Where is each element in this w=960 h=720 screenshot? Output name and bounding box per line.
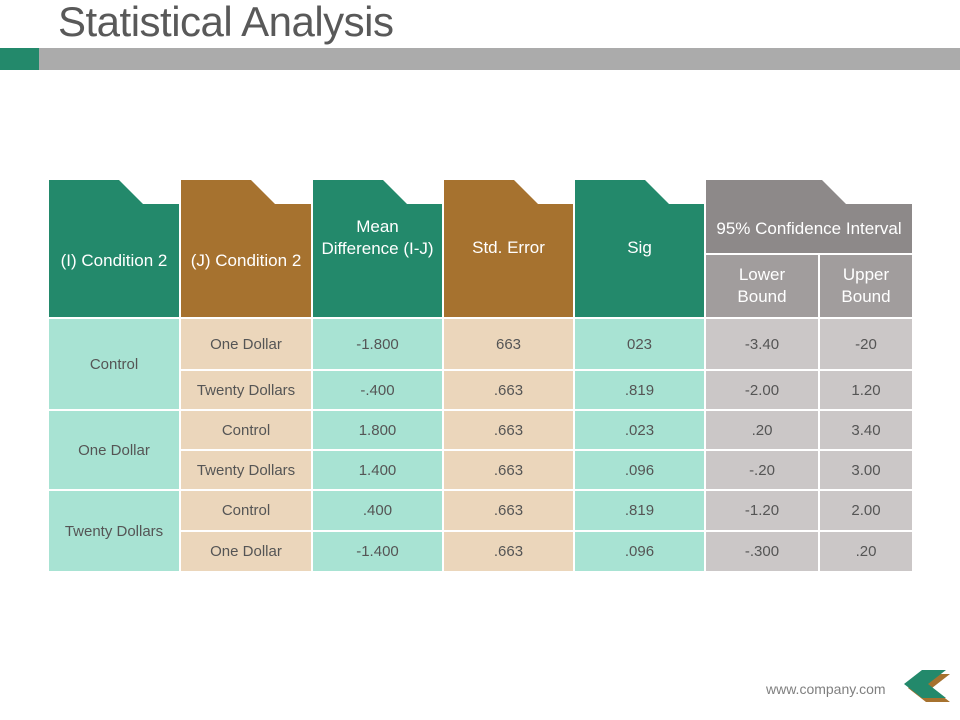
page-title: Statistical Analysis [58,0,394,45]
header-sig: Sig [575,180,704,317]
cell-j-condition: One Dollar [181,319,311,369]
group-cell-one-dollar: One Dollar [49,411,179,489]
header-label: 95% Confidence Interval [706,204,912,253]
header-std-error: Std. Error [444,180,573,317]
cell-sig: .096 [575,451,704,489]
cell-mean-difference: -.400 [313,371,442,409]
cell-sig: .023 [575,411,704,449]
cell-lower-bound: -.20 [706,451,818,489]
cell-mean-difference: 1.800 [313,411,442,449]
cell-std-error: .663 [444,532,573,571]
folder-tab-shape [181,180,275,204]
header-j-condition: (J) Condition 2 [181,180,311,317]
header-label: (I) Condition 2 [49,204,179,317]
header-upper-bound: Upper Bound [820,255,912,317]
header-label: (J) Condition 2 [181,204,311,317]
header-lower-bound: Lower Bound [706,255,818,317]
folder-tab-shape [444,180,538,204]
cell-std-error: 663 [444,319,573,369]
cell-lower-bound: -.300 [706,532,818,571]
cell-std-error: .663 [444,451,573,489]
header-label: Sig [575,204,704,317]
cell-mean-difference: -1.800 [313,319,442,369]
cell-j-condition: Control [181,491,311,530]
cell-lower-bound: -2.00 [706,371,818,409]
cell-std-error: .663 [444,411,573,449]
cell-lower-bound: -1.20 [706,491,818,530]
folder-tab-shape [706,180,846,204]
cell-lower-bound: .20 [706,411,818,449]
cell-j-condition: One Dollar [181,532,311,571]
header-label: Std. Error [444,204,573,317]
folder-tab-shape [313,180,407,204]
header-i-condition: (I) Condition 2 [49,180,179,317]
cell-mean-difference: 1.400 [313,451,442,489]
cell-std-error: .663 [444,491,573,530]
cell-sig: .819 [575,491,704,530]
folder-tab-shape [575,180,669,204]
cell-sig: .819 [575,371,704,409]
cell-upper-bound: -20 [820,319,912,369]
header-mean-difference: Mean Difference (I-J) [313,180,442,317]
header-label: Mean Difference (I-J) [313,204,442,317]
title-accent-bar [0,48,39,70]
group-cell-twenty-dollars: Twenty Dollars [49,491,179,571]
cell-j-condition: Control [181,411,311,449]
chevron-left-icon [904,670,950,702]
title-underline-bar [39,48,960,70]
cell-lower-bound: -3.40 [706,319,818,369]
header-confidence-interval: 95% Confidence Interval Lower Bound Uppe… [706,180,912,317]
group-cell-control: Control [49,319,179,409]
cell-sig: .096 [575,532,704,571]
cell-mean-difference: -1.400 [313,532,442,571]
cell-sig: 023 [575,319,704,369]
cell-upper-bound: .20 [820,532,912,571]
cell-j-condition: Twenty Dollars [181,371,311,409]
cell-upper-bound: 3.40 [820,411,912,449]
cell-upper-bound: 3.00 [820,451,912,489]
cell-mean-difference: .400 [313,491,442,530]
cell-upper-bound: 1.20 [820,371,912,409]
footer-url: www.company.com [766,681,886,697]
cell-std-error: .663 [444,371,573,409]
cell-upper-bound: 2.00 [820,491,912,530]
folder-tab-shape [49,180,143,204]
cell-j-condition: Twenty Dollars [181,451,311,489]
